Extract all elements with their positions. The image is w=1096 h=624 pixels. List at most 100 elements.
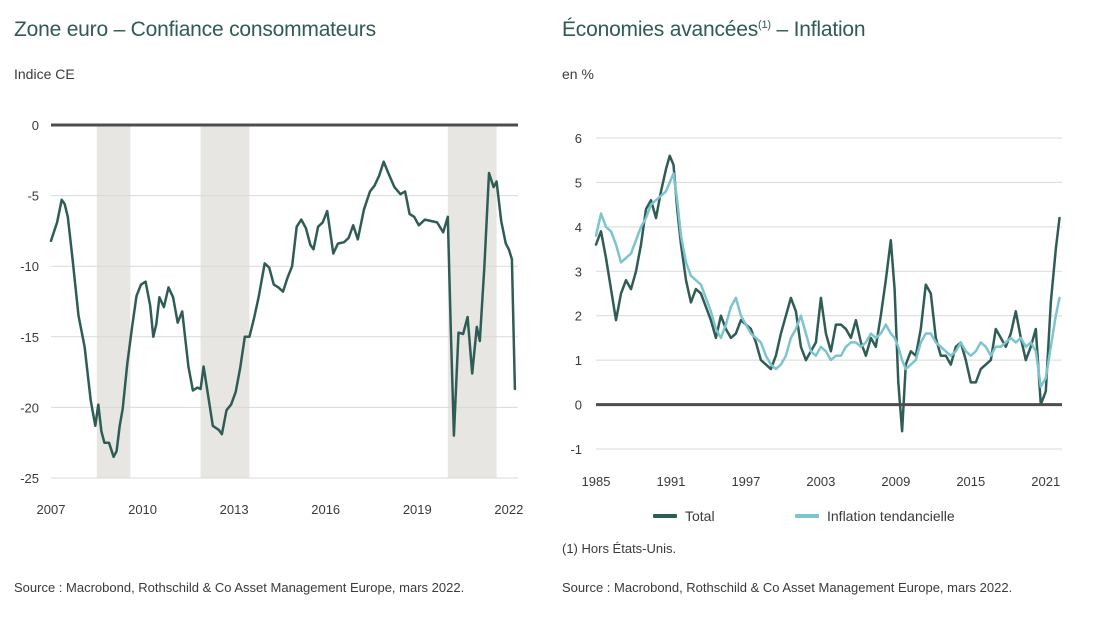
data-point-0-43	[805, 359, 807, 361]
data-point-1-91	[1039, 385, 1042, 388]
data-point-1-21	[695, 279, 697, 282]
data-point-0-0	[595, 243, 597, 246]
data-point-0-57	[874, 345, 877, 348]
right-title-sup: (1)	[758, 19, 771, 31]
data-point-0-33	[755, 341, 757, 344]
data-point-0-28	[167, 286, 170, 289]
data-point-1-1	[600, 212, 602, 215]
data-point-0-58	[305, 227, 307, 230]
data-point-0-85	[1009, 332, 1012, 335]
data-point-1-51	[845, 345, 847, 348]
data-point-0-21	[695, 288, 697, 290]
data-point-1-76	[964, 350, 967, 353]
x-tick-label-4: 2009	[881, 474, 910, 489]
data-point-0-31	[181, 310, 184, 313]
data-point-0-68	[352, 224, 355, 227]
data-point-0-65	[909, 350, 912, 353]
data-point-0-94	[1054, 248, 1057, 251]
data-point-0-5	[71, 256, 74, 259]
data-point-0-13	[660, 190, 662, 193]
data-point-0-82	[424, 218, 426, 221]
data-point-0-70	[934, 337, 937, 339]
data-point-0-49	[263, 262, 266, 265]
data-point-0-53	[282, 290, 284, 293]
data-point-1-30	[740, 314, 742, 317]
data-point-1-49	[835, 354, 837, 357]
x-tick-label-3: 2016	[311, 502, 340, 517]
data-point-0-22	[144, 280, 147, 283]
consumer-confidence-chart: 0 -5 -10 -15 -20 -25 2007 2010 2013 2016 2019 2022	[20, 118, 523, 517]
right-chart-unit: en %	[562, 66, 594, 82]
data-point-0-35	[765, 363, 767, 366]
data-point-0-54	[286, 276, 289, 279]
data-point-0-88	[453, 434, 455, 437]
x-tick-label-0: 2007	[37, 502, 66, 517]
data-point-0-78	[974, 381, 977, 384]
data-point-0-44	[239, 367, 242, 369]
data-point-1-54	[860, 345, 862, 348]
data-point-1-26	[720, 337, 722, 339]
legend-trend-label: Inflation tendancielle	[827, 508, 955, 524]
data-point-0-29	[172, 296, 175, 299]
data-point-0-93	[475, 326, 478, 328]
data-point-1-95	[1058, 297, 1061, 299]
right-title-suffix: – Inflation	[770, 18, 866, 41]
data-point-0-55	[291, 265, 293, 268]
data-point-0-87	[449, 328, 452, 331]
data-point-1-86	[1014, 341, 1017, 344]
y-tick-label-5: -25	[20, 471, 39, 486]
data-point-1-64	[904, 368, 907, 370]
data-point-0-55	[865, 354, 867, 357]
data-point-0-16	[672, 163, 675, 166]
data-point-0-81	[417, 224, 420, 227]
data-point-1-56	[870, 332, 872, 335]
data-point-1-42	[800, 314, 802, 317]
data-point-0-41	[225, 409, 228, 412]
data-point-0-32	[750, 328, 752, 330]
data-point-1-69	[929, 332, 932, 335]
x-tick-label-5: 2015	[956, 474, 985, 489]
data-point-1-53	[855, 341, 857, 344]
data-point-1-73	[949, 354, 952, 357]
data-point-0-46	[820, 297, 822, 299]
data-point-0-84	[436, 221, 438, 224]
data-point-0-9	[640, 243, 642, 246]
data-point-0-83	[999, 337, 1002, 339]
data-point-1-14	[665, 190, 667, 193]
data-point-0-96	[488, 172, 490, 174]
data-point-0-30	[740, 319, 742, 322]
data-point-0-21	[140, 283, 142, 286]
y-tick-label-1: -5	[27, 189, 39, 204]
data-point-0-47	[825, 332, 827, 335]
data-point-0-90	[462, 333, 464, 335]
data-point-0-12	[103, 441, 106, 444]
x-tick-label-2: 2013	[220, 502, 249, 517]
data-point-0-14	[665, 168, 667, 171]
data-point-0-56	[870, 337, 872, 339]
y-tick-label-0: 6	[575, 131, 582, 146]
data-point-0-4	[66, 215, 69, 218]
data-point-0-80	[984, 363, 987, 366]
data-point-0-62	[321, 221, 324, 224]
data-point-0-91	[466, 316, 469, 318]
data-point-0-0	[50, 239, 52, 242]
data-point-0-53	[855, 319, 857, 322]
data-point-0-71	[369, 190, 371, 193]
data-point-0-46	[248, 335, 251, 338]
data-point-0-67	[919, 328, 922, 330]
data-point-1-43	[805, 332, 807, 335]
data-point-0-84	[1004, 345, 1007, 348]
data-point-0-100	[504, 242, 507, 245]
data-point-0-86	[1014, 310, 1017, 313]
data-point-0-45	[243, 335, 246, 338]
data-point-0-90	[1034, 328, 1037, 330]
data-point-0-98	[495, 180, 498, 183]
data-point-0-43	[234, 391, 237, 393]
data-point-0-51	[845, 328, 847, 330]
data-point-0-39	[218, 429, 220, 431]
data-point-0-79	[408, 213, 411, 215]
data-point-1-10	[645, 217, 647, 219]
data-point-0-9	[94, 424, 97, 427]
data-point-0-60	[312, 248, 315, 251]
data-point-0-37	[207, 395, 210, 397]
